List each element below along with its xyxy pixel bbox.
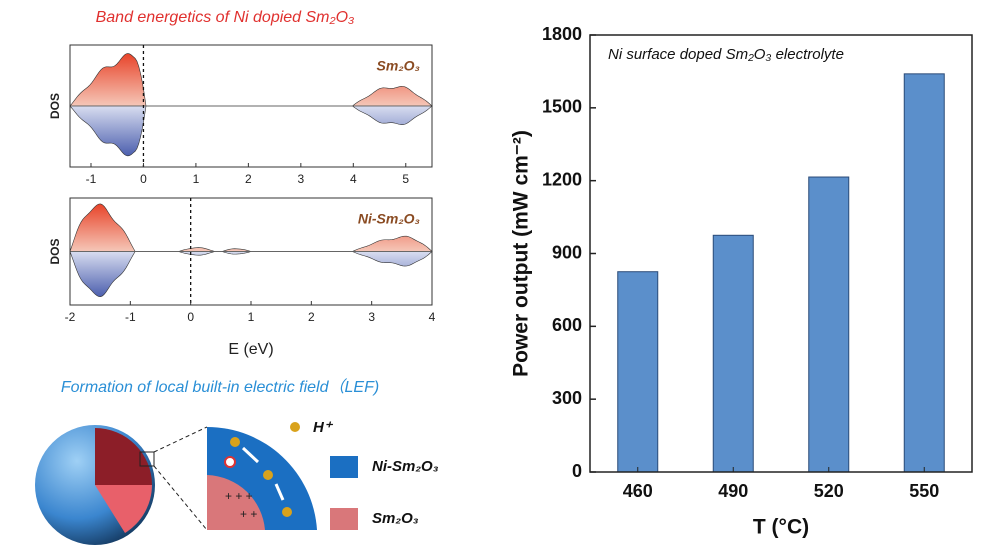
x-tick-label: 1	[193, 172, 200, 186]
x-tick-label: 520	[814, 481, 844, 501]
x-tick-label: 550	[909, 481, 939, 501]
dos-down	[69, 251, 433, 297]
lef-title: Formation of local built-in electric fie…	[61, 378, 379, 396]
y-tick-label: 600	[552, 315, 582, 335]
y-tick-label: 300	[552, 388, 582, 408]
x-tick-label: -1	[125, 310, 136, 324]
bar	[808, 176, 850, 473]
x-axis-label: T (°C)	[753, 516, 809, 539]
x-tick-label: -2	[65, 310, 76, 324]
y-tick-label: 1800	[542, 24, 582, 44]
x-tick-label: 0	[187, 310, 194, 324]
y-tick-label: 0	[572, 461, 582, 481]
x-tick-label: 490	[718, 481, 748, 501]
svg-text:+ + +: + + +	[225, 489, 253, 503]
x-tick-label: 1	[248, 310, 255, 324]
y-tick-label: 900	[552, 242, 582, 262]
bar	[903, 73, 945, 473]
legend-label: Ni-Sm₂O₃	[372, 458, 439, 475]
dos-label: Ni-Sm₂O₃	[358, 211, 420, 227]
sphere-diagram: + + + + +	[35, 422, 317, 545]
x-tick-label: 3	[297, 172, 304, 186]
svg-text:+ +: + +	[240, 507, 257, 521]
dos-label: Sm₂O₃	[377, 58, 420, 74]
plot-frame	[69, 44, 433, 168]
legend-swatch	[330, 456, 358, 478]
x-tick-label: 460	[623, 481, 653, 501]
x-tick-label: 3	[368, 310, 375, 324]
bar	[617, 271, 659, 473]
x-tick-label: 2	[308, 310, 315, 324]
y-axis-label: Power output (mW cm⁻²)	[510, 130, 533, 377]
dos-down	[69, 105, 433, 157]
x-tick-label: 4	[350, 172, 357, 186]
x-axis-label: E (eV)	[228, 341, 273, 358]
y-tick-label: 1500	[542, 97, 582, 117]
dos-title: Band energetics of Ni dopied Sm₂O₃	[96, 9, 355, 26]
legend-swatch	[330, 508, 358, 530]
x-tick-label: 4	[429, 310, 436, 324]
annotation: Ni surface doped Sm₂O₃ electrolyte	[608, 46, 844, 63]
x-tick-label: 0	[140, 172, 147, 186]
y-axis-label: DOS	[48, 238, 62, 264]
x-tick-label: 5	[402, 172, 409, 186]
bar	[712, 234, 754, 473]
h-label: H⁺	[313, 419, 334, 436]
y-axis-label: DOS	[48, 93, 62, 119]
y-tick-label: 1200	[542, 169, 582, 189]
legend-label: Sm₂O₃	[372, 510, 419, 527]
x-tick-label: -1	[86, 172, 97, 186]
x-tick-label: 2	[245, 172, 252, 186]
